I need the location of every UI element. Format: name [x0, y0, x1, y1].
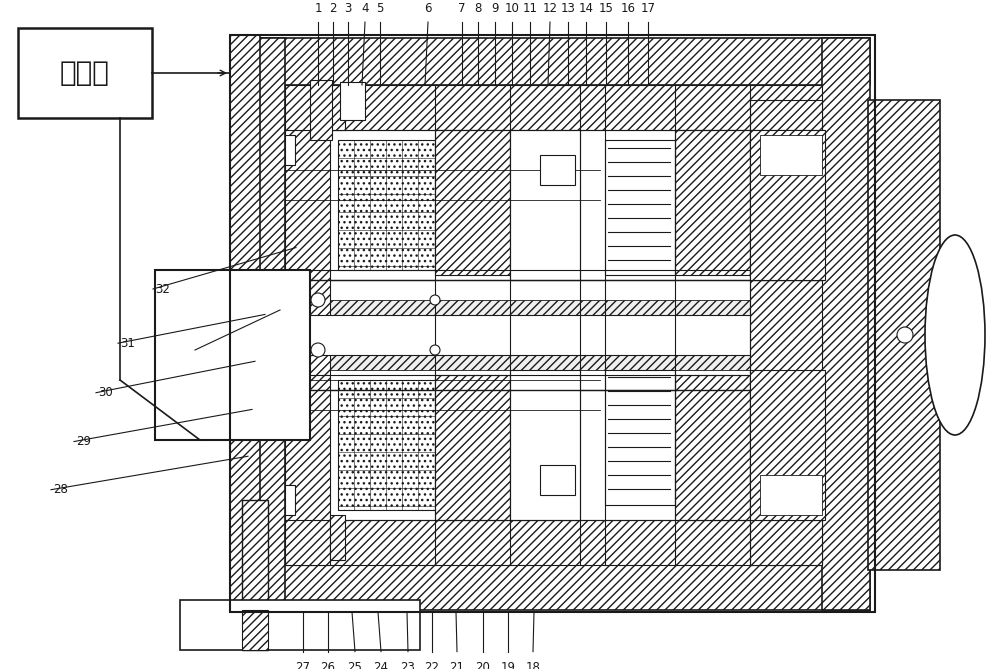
- Ellipse shape: [925, 235, 985, 435]
- Circle shape: [311, 293, 325, 307]
- Text: 31: 31: [120, 337, 135, 350]
- Bar: [285, 85, 330, 565]
- Bar: [510, 370, 580, 520]
- Bar: [750, 370, 825, 520]
- Text: 24: 24: [374, 660, 388, 669]
- Bar: [155, 270, 310, 440]
- Text: 8: 8: [474, 2, 482, 15]
- Bar: [240, 565, 870, 610]
- Bar: [240, 38, 870, 85]
- Text: 10: 10: [505, 2, 519, 15]
- Text: 32: 32: [155, 282, 170, 296]
- Text: 11: 11: [522, 2, 538, 15]
- Bar: [310, 80, 332, 140]
- Text: 17: 17: [640, 2, 656, 15]
- Bar: [510, 130, 580, 280]
- Text: 26: 26: [320, 660, 336, 669]
- Text: 6: 6: [424, 2, 432, 15]
- Text: 13: 13: [561, 2, 575, 15]
- Text: 29: 29: [76, 435, 91, 448]
- Text: 15: 15: [599, 2, 613, 15]
- Bar: [285, 85, 822, 130]
- Bar: [18, 28, 152, 118]
- Bar: [230, 35, 875, 612]
- Text: 25: 25: [348, 660, 362, 669]
- Text: 18: 18: [526, 660, 540, 669]
- Bar: [230, 35, 260, 620]
- Circle shape: [430, 295, 440, 305]
- Text: 7: 7: [458, 2, 466, 15]
- Circle shape: [897, 327, 913, 343]
- Bar: [242, 610, 268, 650]
- Bar: [822, 38, 870, 610]
- Bar: [540, 465, 575, 495]
- Text: 16: 16: [620, 2, 636, 15]
- Bar: [540, 155, 575, 185]
- Bar: [750, 100, 822, 565]
- Bar: [285, 135, 295, 165]
- Bar: [435, 375, 510, 520]
- Bar: [285, 300, 822, 370]
- Text: 14: 14: [578, 2, 594, 15]
- Bar: [285, 85, 822, 565]
- Text: 控制柜: 控制柜: [60, 59, 110, 87]
- Bar: [338, 140, 435, 270]
- Bar: [675, 375, 750, 520]
- Text: 2: 2: [329, 2, 337, 15]
- Text: 9: 9: [491, 2, 499, 15]
- Bar: [180, 600, 420, 650]
- Bar: [868, 100, 940, 570]
- Bar: [285, 520, 822, 565]
- Text: 22: 22: [424, 660, 440, 669]
- Text: 12: 12: [542, 2, 558, 15]
- Text: 21: 21: [450, 660, 464, 669]
- Circle shape: [311, 343, 325, 357]
- Text: 4: 4: [361, 2, 369, 15]
- Bar: [675, 130, 750, 275]
- Text: 5: 5: [376, 2, 384, 15]
- Text: 1: 1: [314, 2, 322, 15]
- Bar: [760, 475, 822, 515]
- Bar: [340, 82, 365, 120]
- Bar: [285, 315, 822, 355]
- Bar: [338, 380, 435, 510]
- Bar: [242, 500, 268, 650]
- Text: 23: 23: [401, 660, 415, 669]
- Text: 20: 20: [476, 660, 490, 669]
- Text: 3: 3: [344, 2, 352, 15]
- Bar: [760, 135, 822, 175]
- Text: 30: 30: [98, 386, 113, 399]
- Bar: [605, 140, 675, 275]
- Text: 27: 27: [296, 660, 310, 669]
- Bar: [435, 130, 510, 275]
- Bar: [285, 485, 295, 515]
- Bar: [605, 370, 675, 505]
- Bar: [330, 515, 345, 560]
- Bar: [330, 85, 345, 130]
- Bar: [240, 38, 285, 610]
- Text: 28: 28: [53, 483, 68, 496]
- Text: 19: 19: [501, 660, 516, 669]
- Bar: [750, 130, 825, 280]
- Bar: [285, 280, 822, 390]
- Circle shape: [430, 345, 440, 355]
